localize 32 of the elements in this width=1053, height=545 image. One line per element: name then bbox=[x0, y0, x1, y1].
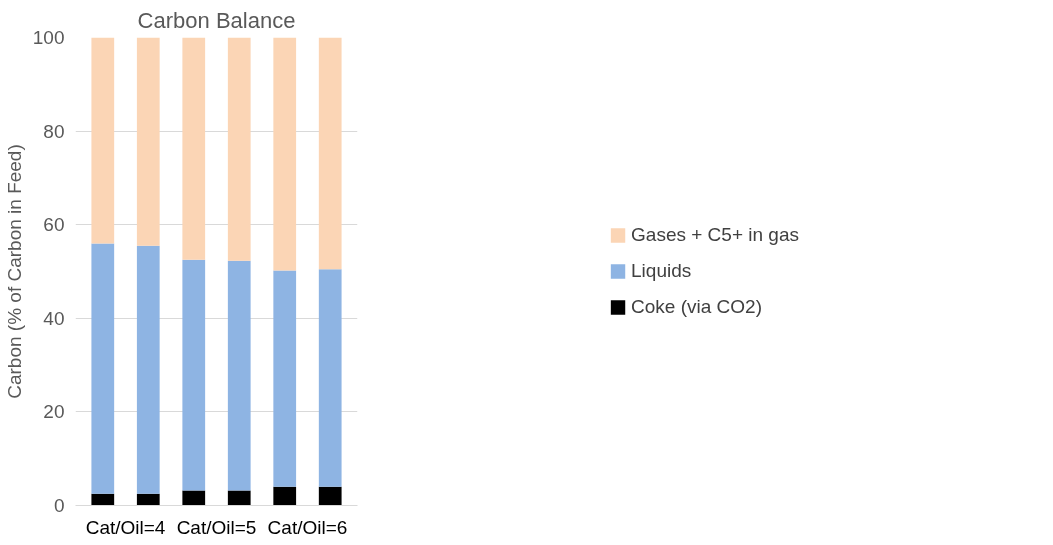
y-tick-label: 0 bbox=[53, 495, 65, 516]
bar bbox=[182, 259, 206, 491]
bar bbox=[227, 260, 251, 491]
bar bbox=[136, 493, 160, 506]
x-tick-label: Cat/Oil=6 bbox=[267, 516, 348, 538]
bar bbox=[318, 486, 342, 506]
legend-label: Coke (via CO2) bbox=[631, 296, 762, 318]
bar bbox=[91, 493, 115, 506]
y-tick-label: 20 bbox=[43, 401, 65, 423]
bar bbox=[227, 490, 251, 506]
bar bbox=[182, 490, 206, 506]
bar bbox=[91, 37, 115, 244]
bar bbox=[227, 37, 251, 261]
bar bbox=[136, 37, 160, 246]
bar bbox=[273, 270, 297, 487]
x-tick-label: Cat/Oil=5 bbox=[176, 516, 257, 538]
legend-label: Gases + C5+ in gas bbox=[631, 224, 799, 246]
bar bbox=[318, 37, 342, 270]
bar bbox=[182, 37, 206, 260]
bar bbox=[273, 37, 297, 271]
x-tick-label: Cat/Oil=4 bbox=[85, 516, 166, 538]
bar bbox=[318, 269, 342, 487]
bar bbox=[136, 245, 160, 494]
chart-title: Carbon Balance bbox=[137, 7, 296, 33]
y-axis-title: Carbon (% of Carbon in Feed) bbox=[3, 144, 25, 399]
bar bbox=[91, 243, 115, 494]
y-tick-label: 80 bbox=[43, 120, 65, 142]
y-tick-label: 40 bbox=[43, 307, 65, 329]
bar bbox=[273, 486, 297, 506]
y-tick-label: 100 bbox=[32, 27, 65, 48]
y-tick-label: 60 bbox=[43, 214, 65, 236]
legend-label: Liquids bbox=[631, 260, 692, 282]
